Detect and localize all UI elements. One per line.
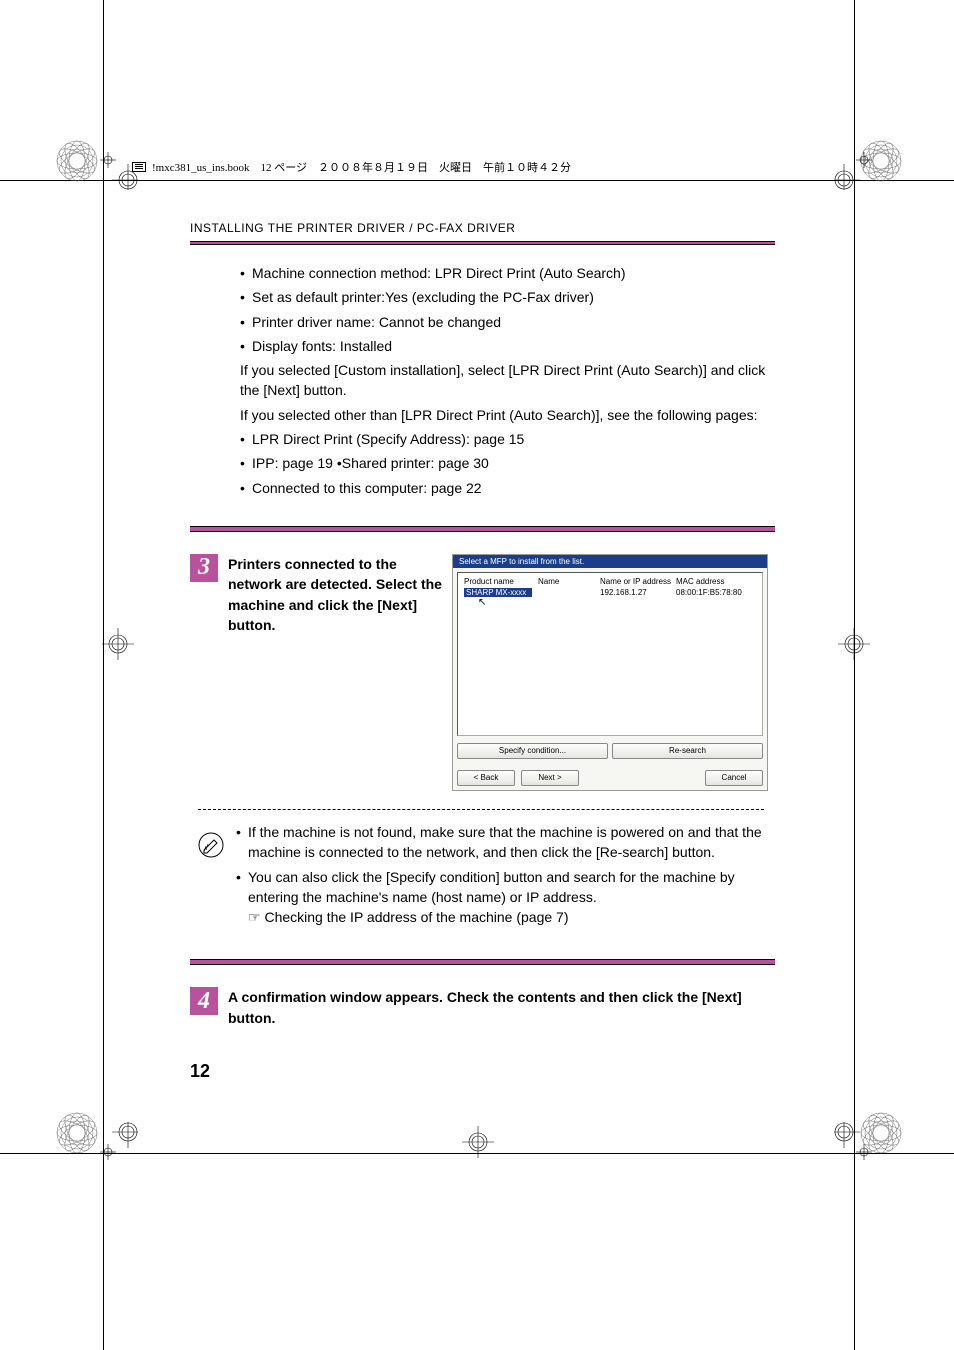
bullet: LPR Direct Print (Specify Address): page… xyxy=(240,429,775,449)
specify-condition-button[interactable]: Specify condition... xyxy=(457,743,608,759)
step-title: A confirmation window appears. Check the… xyxy=(228,987,775,1028)
step-number-badge: 3 xyxy=(190,554,218,582)
step-4: 4 A confirmation window appears. Check t… xyxy=(190,987,775,1028)
dialog-titlebar: Select a MFP to install from the list. xyxy=(453,555,767,568)
registration-mark xyxy=(834,150,874,190)
pencil-note-icon xyxy=(198,832,224,858)
note-item: You can also click the [Specify conditio… xyxy=(236,867,775,928)
back-button[interactable]: < Back xyxy=(457,770,515,786)
paragraph: If you selected [Custom installation], s… xyxy=(240,360,775,401)
registration-mark xyxy=(98,1122,138,1162)
bullet: Machine connection method: LPR Direct Pr… xyxy=(240,263,775,283)
paragraph: If you selected other than [LPR Direct P… xyxy=(240,405,775,425)
step-rule xyxy=(190,959,775,965)
dialog-screenshot: Select a MFP to install from the list. P… xyxy=(452,554,768,791)
note-item: If the machine is not found, make sure t… xyxy=(236,822,775,863)
cross-reference: Checking the IP address of the machine (… xyxy=(248,909,569,925)
registration-mark xyxy=(834,624,874,664)
section-header: INSTALLING THE PRINTER DRIVER / PC-FAX D… xyxy=(190,221,775,235)
cell-product: SHARP MX-xxxx xyxy=(464,588,532,597)
cursor-icon: ↖ xyxy=(478,597,756,608)
cell-mac: 08:00:1F:B5:78:80 xyxy=(676,588,756,597)
note-block: If the machine is not found, make sure t… xyxy=(198,822,775,931)
step-3: 3 Printers connected to the network are … xyxy=(190,554,775,791)
dialog-list: Product name Name Name or IP address MAC… xyxy=(457,572,763,736)
cell-name xyxy=(532,588,600,597)
cancel-button[interactable]: Cancel xyxy=(705,770,763,786)
header-rule xyxy=(190,241,775,245)
crop-line-top xyxy=(0,180,954,181)
page-number: 12 xyxy=(190,1061,210,1082)
col-header: Product name xyxy=(464,577,538,586)
step-rule xyxy=(190,526,775,532)
step-number-badge: 4 xyxy=(190,987,218,1015)
file-header: !mxc381_us_ins.book 12 ページ ２００８年８月１９日 火曜… xyxy=(132,159,571,175)
step-title: Printers connected to the network are de… xyxy=(228,554,442,635)
bullet: IPP: page 19 •Shared printer: page 30 xyxy=(240,453,775,473)
bullet: Set as default printer:Yes (excluding th… xyxy=(240,287,775,307)
document-icon xyxy=(132,162,146,172)
research-button[interactable]: Re-search xyxy=(612,743,763,759)
col-header: Name or IP address xyxy=(600,577,676,586)
cell-ip: 192.168.1.27 xyxy=(600,588,676,597)
next-button[interactable]: Next > xyxy=(521,770,579,786)
registration-mark xyxy=(98,624,138,664)
list-row[interactable]: SHARP MX-xxxx 192.168.1.27 08:00:1F:B5:7… xyxy=(464,588,756,597)
ornament-top-left xyxy=(54,138,100,184)
intro-block: Machine connection method: LPR Direct Pr… xyxy=(240,263,775,498)
note-item-text: You can also click the [Specify conditio… xyxy=(248,869,735,905)
col-header: Name xyxy=(538,577,600,586)
ornament-bottom-left xyxy=(54,1110,100,1156)
file-header-text: !mxc381_us_ins.book 12 ページ ２００８年８月１９日 火曜… xyxy=(152,159,571,175)
bullet: Display fonts: Installed xyxy=(240,336,775,356)
list-header: Product name Name Name or IP address MAC… xyxy=(464,577,756,586)
bullet: Connected to this computer: page 22 xyxy=(240,478,775,498)
col-header: MAC address xyxy=(676,577,756,586)
registration-mark xyxy=(458,1122,498,1162)
registration-mark xyxy=(834,1122,874,1162)
dashed-separator xyxy=(198,809,764,810)
bullet: Printer driver name: Cannot be changed xyxy=(240,312,775,332)
